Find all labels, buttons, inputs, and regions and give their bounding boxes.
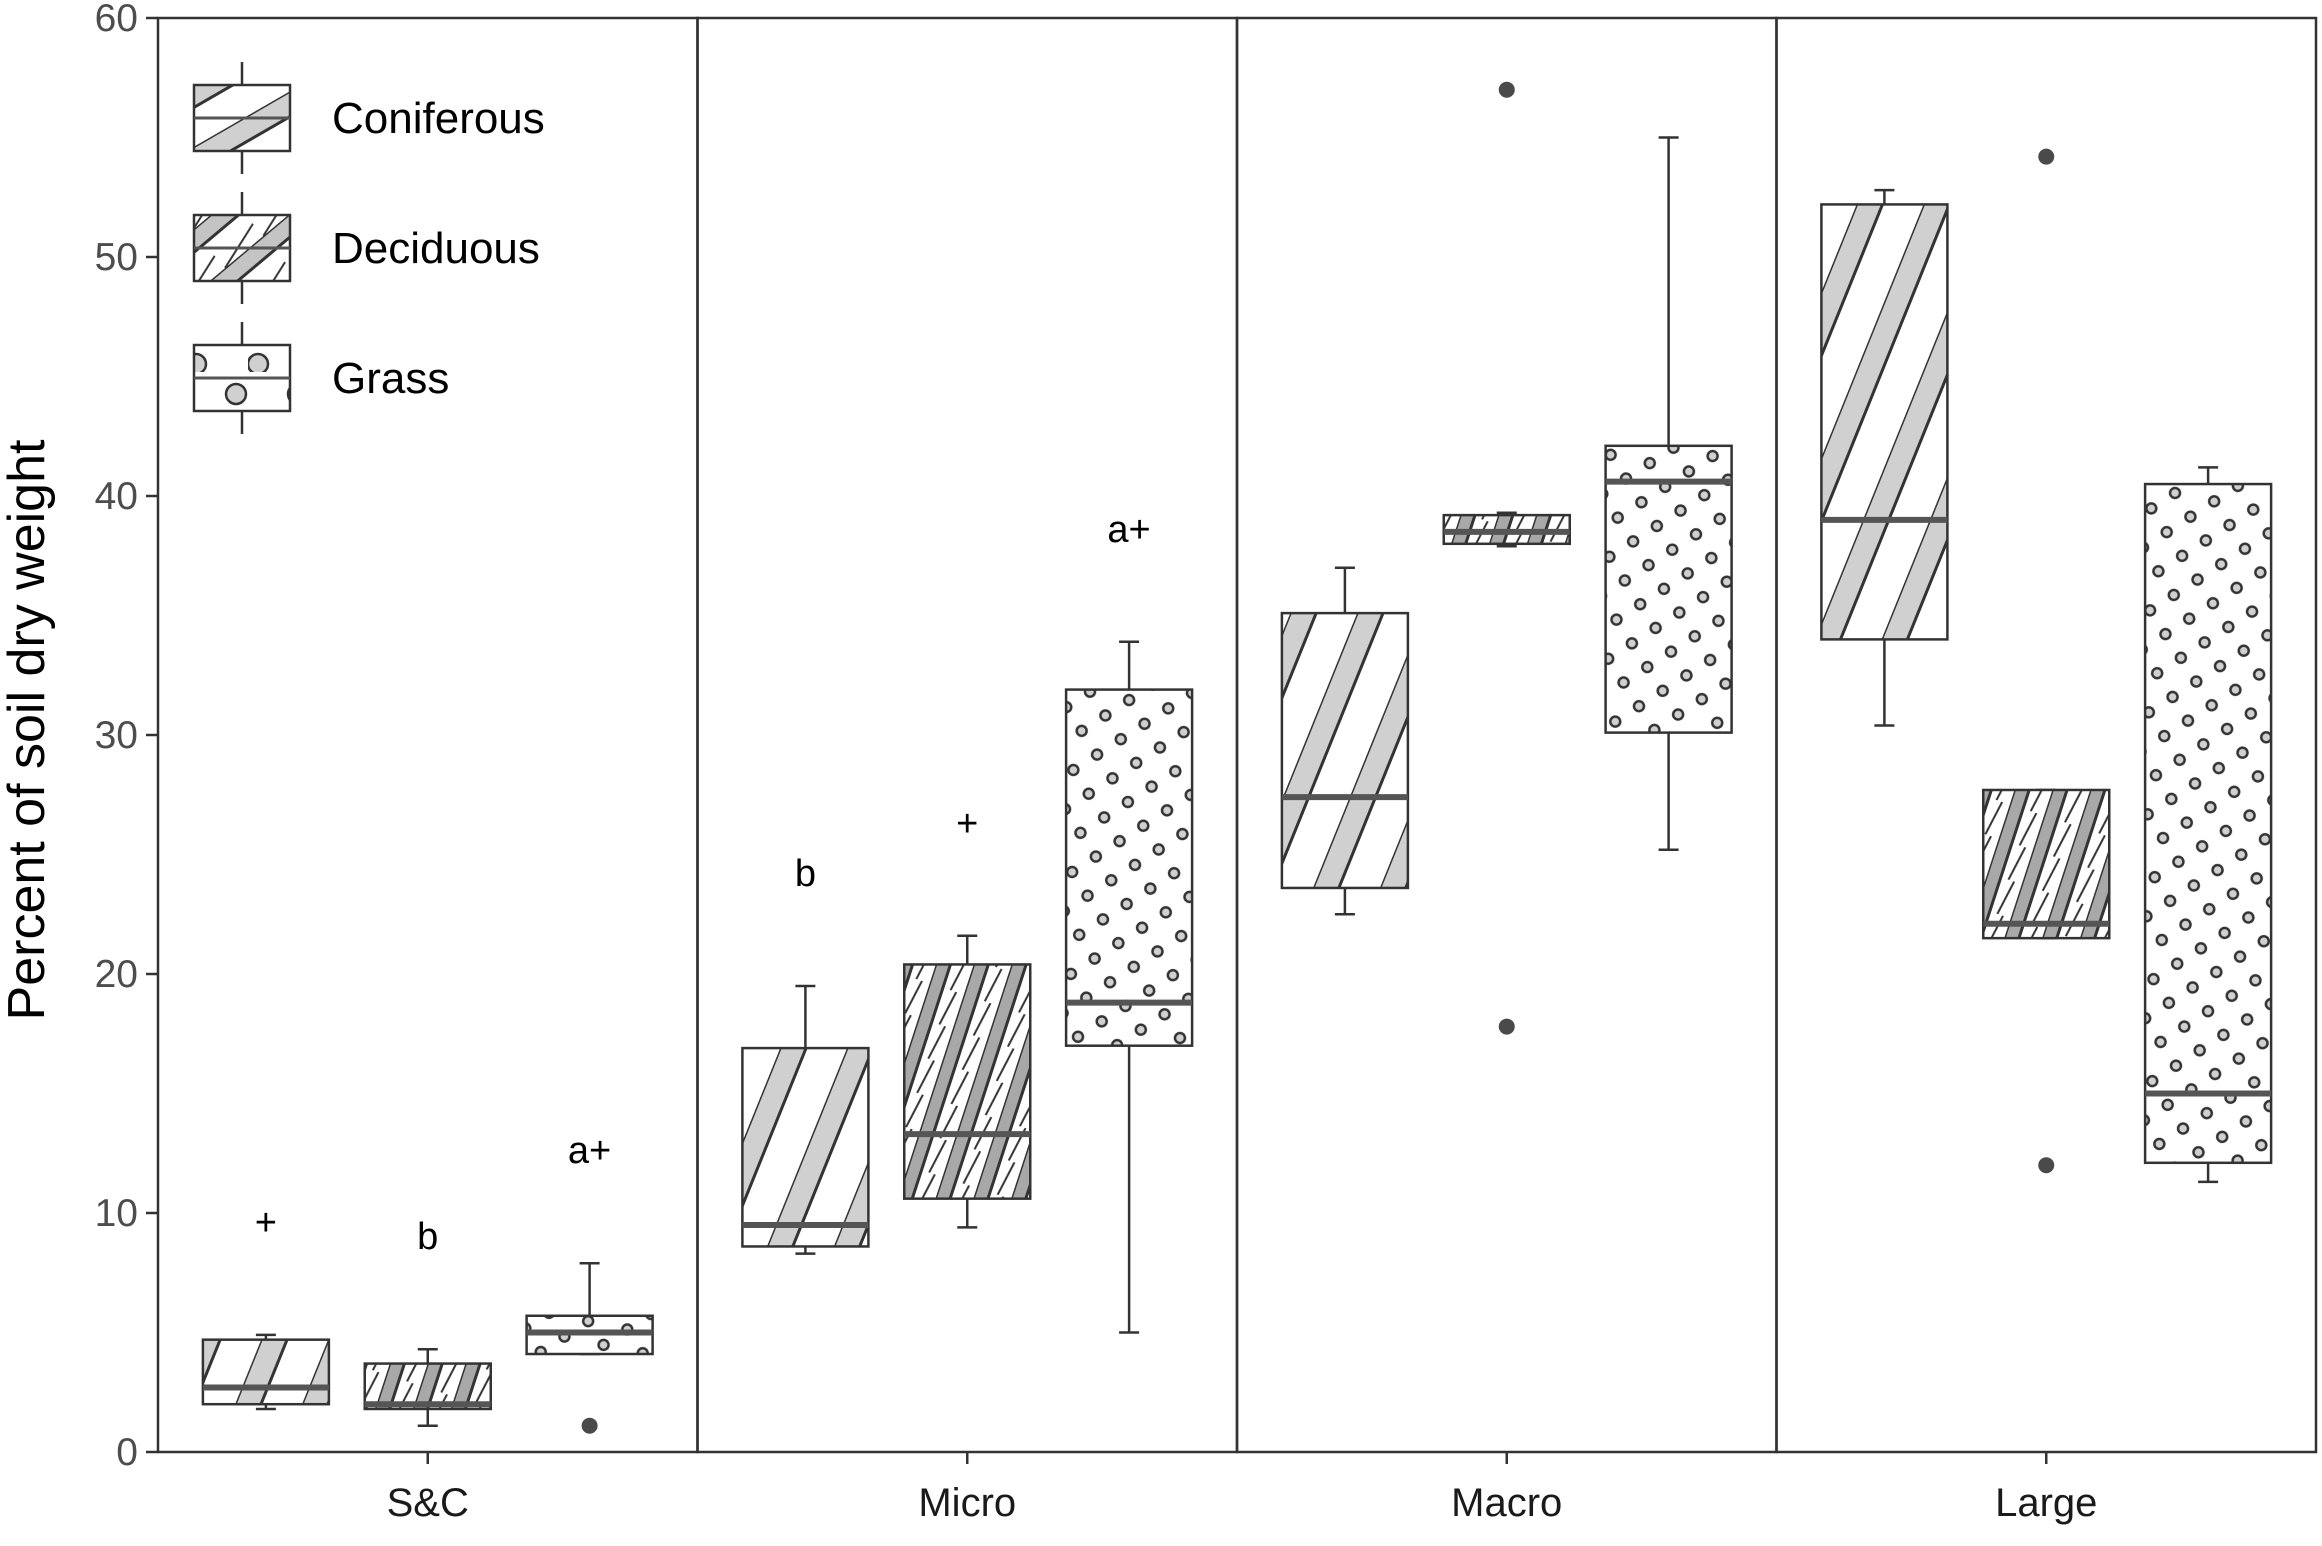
y-tick-label-30: 30 (95, 714, 138, 757)
legend-label-coniferous: Coniferous (332, 94, 545, 143)
category-label-large: Large (1995, 1481, 2097, 1525)
outlier-deciduous-large-0 (2038, 1157, 2055, 1174)
box-body-deciduous-micro (903, 963, 1032, 1200)
box-grass-s-c: a+ (525, 1130, 654, 1434)
box-coniferous-s-c: + (201, 1202, 331, 1411)
outlier-deciduous-large-1 (2038, 148, 2055, 165)
legend-label-grass: Grass (332, 354, 449, 403)
legend: Coniferous Deciduous Grass (192, 62, 545, 434)
y-axis: 0 10 20 30 40 50 60 (95, 0, 158, 1474)
box-coniferous-large (1820, 188, 1949, 727)
box-body-grass-macro (1604, 444, 1733, 734)
box-body-coniferous-macro (1280, 611, 1410, 890)
category-label-s-c: S&C (387, 1481, 469, 1525)
y-tick-label-10: 10 (95, 1192, 138, 1235)
legend-entry-grass: Grass (192, 322, 449, 434)
annotation-grass-micro: a+ (1107, 509, 1150, 551)
annotation-coniferous-micro: b (795, 853, 816, 895)
category-label-micro: Micro (918, 1481, 1016, 1525)
box-body-coniferous-large (1820, 203, 1949, 641)
box-body-grass-large (2143, 482, 2273, 1165)
box-deciduous-s-c: b (363, 1216, 492, 1427)
annotation-grass-s-c: a+ (568, 1130, 611, 1172)
box-coniferous-macro (1280, 566, 1410, 916)
y-tick-label-0: 0 (116, 1431, 138, 1474)
box-deciduous-macro (1442, 81, 1571, 1035)
box-deciduous-micro: + (903, 803, 1032, 1229)
y-tick-label-60: 60 (95, 0, 138, 40)
annotation-deciduous-s-c: b (417, 1216, 438, 1258)
box-body-coniferous-s-c (201, 1338, 331, 1406)
box-body-deciduous-large (1982, 788, 2111, 940)
annotation-deciduous-micro: + (956, 803, 978, 845)
y-tick-label-20: 20 (95, 953, 138, 996)
box-body-grass-micro (1064, 688, 1194, 1047)
outlier-grass-s-c-0 (581, 1417, 598, 1434)
outlier-deciduous-macro-1 (1498, 81, 1515, 98)
x-axis: S&C Micro Macro Large (387, 1452, 2097, 1525)
box-grass-large (2143, 466, 2273, 1184)
legend-entry-deciduous: Deciduous (192, 192, 540, 304)
y-tick-label-40: 40 (95, 475, 138, 518)
category-label-macro: Macro (1451, 1481, 1562, 1525)
y-axis-title: Percent of soil dry weight (0, 439, 56, 1020)
legend-entry-coniferous: Coniferous (192, 62, 545, 174)
box-marks: + b b + a+ a+ (201, 81, 2273, 1434)
legend-label-deciduous: Deciduous (332, 224, 540, 273)
y-tick-label-50: 50 (95, 236, 138, 279)
box-grass-macro (1604, 136, 1733, 851)
annotation-coniferous-s-c: + (255, 1202, 277, 1244)
box-coniferous-micro: b (741, 853, 870, 1255)
box-grass-micro: a+ (1064, 509, 1194, 1334)
box-body-coniferous-micro (741, 1046, 870, 1248)
box-deciduous-large (1982, 148, 2111, 1174)
outlier-deciduous-macro-0 (1498, 1018, 1515, 1035)
